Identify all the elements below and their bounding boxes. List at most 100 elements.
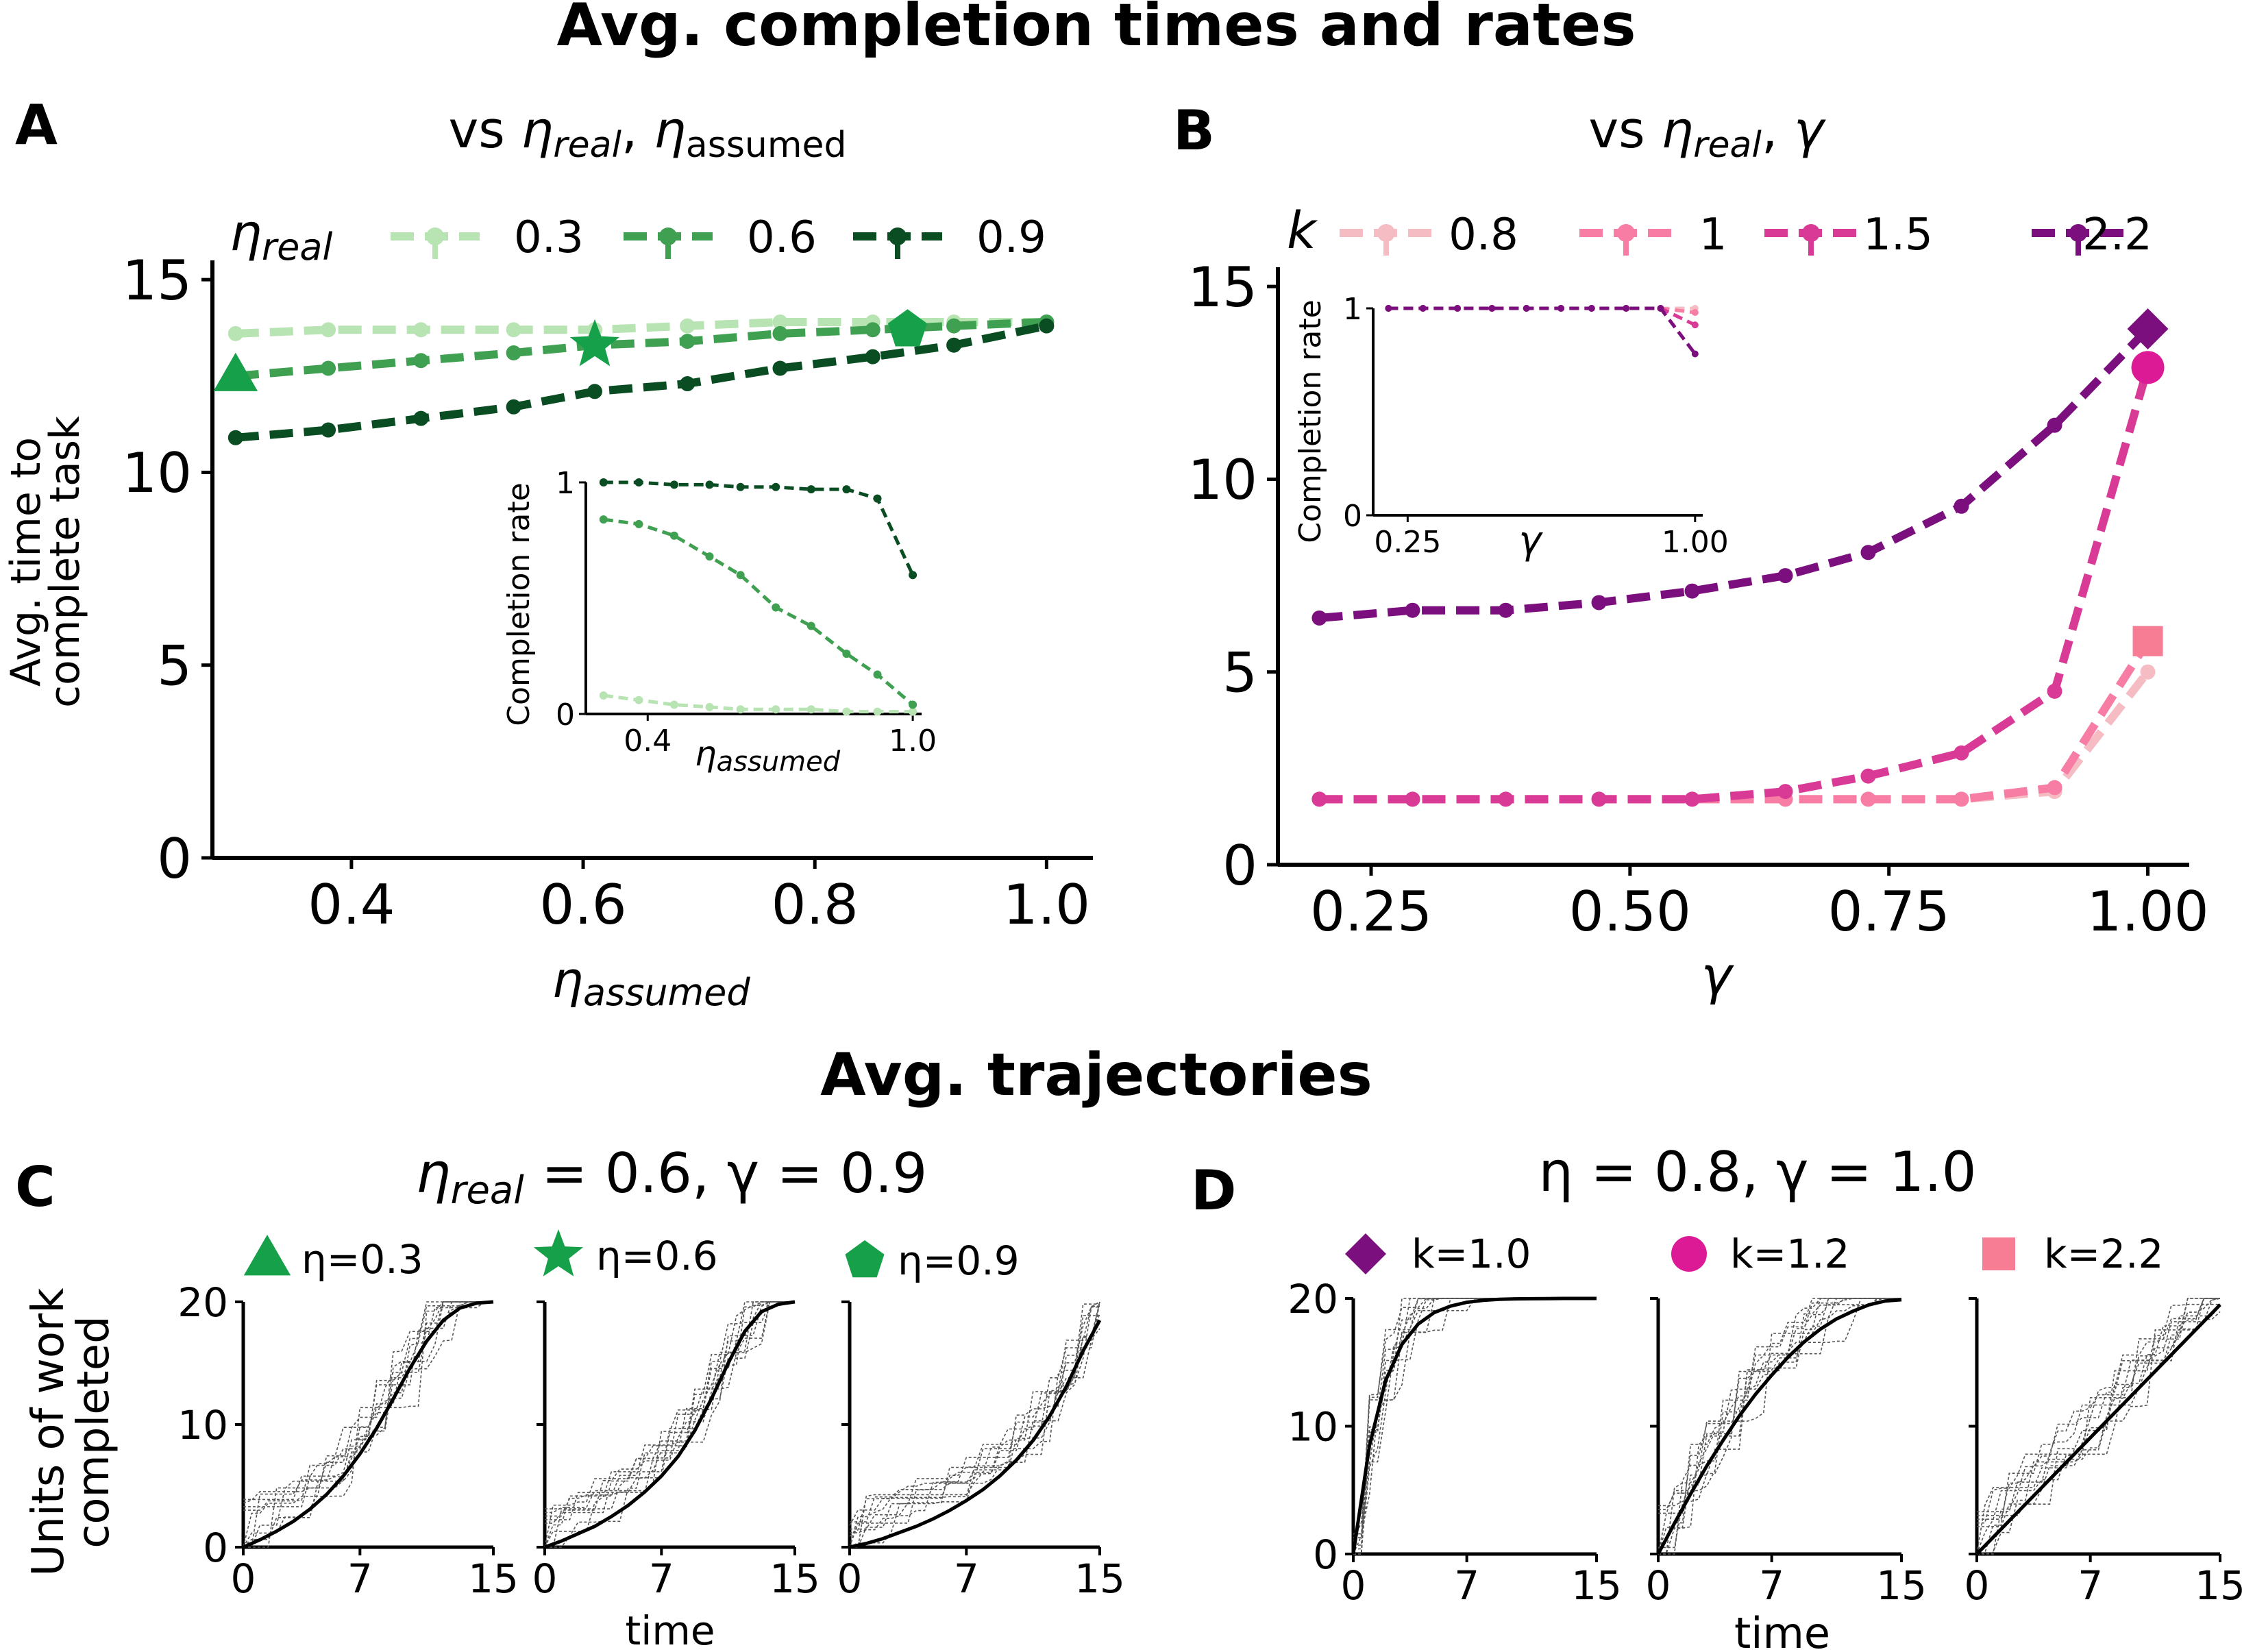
panel-d-title: η = 0.8, γ = 1.0	[1538, 1140, 1976, 1204]
panel-b-series-1-point	[1860, 791, 1876, 807]
panel-c-subplot-1-xtick-label: 7	[347, 1555, 373, 1602]
panel-c-subplot-3-trajectory	[849, 1301, 1100, 1548]
panel-a-series-0.6-point	[680, 334, 695, 349]
panel-d-subplot-3-trajectory	[1977, 1303, 2221, 1555]
panel-c-title-eta: η	[416, 1142, 451, 1205]
panel-d-legend-diamond-marker	[1345, 1233, 1386, 1274]
panel-a-inset-series-0.9-point	[705, 480, 714, 489]
panel-b-xtick-label: 0.50	[1569, 880, 1691, 944]
panel-a-series-0.9-point	[680, 376, 695, 392]
panel-b-xtick-label: 1.00	[2086, 880, 2208, 944]
panel-b-ytick-label: 15	[1187, 256, 1257, 319]
panel-c-subplot-3-trajectory	[849, 1315, 1100, 1548]
panel-d-subplot-3-trajectory	[1977, 1298, 2220, 1555]
panel-b-series-2.2-point	[1684, 583, 1700, 599]
panel-a-series-0.6-point	[506, 345, 521, 361]
panel-a-inset-series-0.9-point	[842, 485, 851, 494]
panel-c-subplot-2-trajectory	[544, 1301, 795, 1548]
panel-b-inset-series-2.2-point	[1657, 305, 1664, 312]
panel-a-series-0.3-point	[413, 322, 429, 338]
panel-c-subplot-3-trajectory	[850, 1303, 1100, 1533]
panel-c-subplot-1-xtick-label: 0	[231, 1555, 256, 1602]
panel-c-subplot-1-trajectory	[243, 1301, 493, 1548]
panel-a-series-0.9-point	[946, 337, 962, 353]
panel-a-ylabel-line2: complete task	[41, 416, 89, 708]
panel-b-series-1.5-point	[1498, 791, 1514, 807]
panel-b-series-2.2-point	[1777, 568, 1793, 584]
panel-b-legend-label-0.8: 0.8	[1449, 210, 1518, 260]
panel-b-inset-xtick-label: 0.25	[1374, 525, 1441, 560]
panel-d-legend-label-2: k=1.2	[1730, 1231, 1849, 1277]
panel-a-inset-series-0.3-point	[599, 691, 608, 700]
panel-c-subplot-3-xtick-label: 15	[1074, 1555, 1125, 1602]
panel-a-inset-series-0.6-point	[736, 571, 745, 580]
panel-c-subplot-2-xtick-label: 15	[769, 1555, 820, 1602]
panel-a-inset-series-0.6-point	[772, 603, 780, 612]
panel-a-inset-series-0.9-point	[599, 478, 608, 486]
panel-b-series-1-point	[1954, 791, 1969, 807]
panel-d-legend-label-1: k=1.0	[1412, 1231, 1531, 1277]
panel-c-legend: η=0.3 η=0.6 η=0.9	[243, 1229, 1020, 1284]
panel-d-subplot-2-trajectory	[1658, 1298, 1901, 1555]
panel-c-subplot-1-trajectory	[243, 1301, 493, 1548]
panel-c-ylabel-line2: completed	[69, 1316, 119, 1549]
panel-a-ytick-label: 10	[122, 441, 192, 505]
panel-a-ytick-label: 15	[122, 249, 192, 312]
panel-c-subplot-2-trajectory	[544, 1301, 795, 1548]
panel-d-subplot-1-ytick-label: 0	[1313, 1531, 1338, 1578]
panel-c-subplot-3-trajectory	[850, 1328, 1100, 1530]
panel-c-subplot-2-trajectory	[545, 1301, 795, 1520]
panel-d-subplot-1-xtick-label: 0	[1341, 1562, 1366, 1609]
panel-d-xlabel: time	[1734, 1608, 1830, 1652]
panel-a-series-0.9-point	[587, 384, 602, 399]
panel-c-subplot-1-ytick-label: 10	[177, 1402, 228, 1448]
panel-a-inset-series-0.6-point	[909, 700, 917, 709]
panel-c-subplot-3-mean-line	[849, 1319, 1102, 1549]
panel-d-subplot-2-trajectory	[1658, 1298, 1901, 1552]
panel-d-subplots: 0 7 15 0 10 20 0 7 15 0 7 15	[1288, 1276, 2242, 1609]
panel-b-series-1.5-point	[1777, 784, 1793, 800]
panel-c-subplot-3-trajectory	[850, 1301, 1100, 1548]
panel-d-subplot-3-mean-line	[1975, 1303, 2221, 1555]
panel-a-inset-series-0.6-point	[842, 650, 851, 658]
panel-b-inset-xtick-label: 1.00	[1662, 525, 1729, 560]
panel-b-xlabel: γ	[1701, 945, 1735, 1006]
panel-a-series-0.9-point	[506, 399, 521, 415]
panel-b-inset-ylabel: Completion rate	[1293, 299, 1328, 543]
panel-c-subplot-2-trajectory	[545, 1301, 795, 1509]
panel-d-subplot-3-xtick-label: 0	[1964, 1562, 1990, 1609]
panel-b-inset-series-1-point	[1691, 309, 1699, 317]
panel-a-series-0.9-point	[227, 430, 243, 445]
panel-b-series-1.5-point	[1591, 791, 1607, 807]
panel-b-series-0.8-line	[1319, 669, 2152, 804]
panel-b-legend-title: k	[1287, 201, 1318, 260]
panel-a-legend: 0.3 0.6 0.9	[391, 212, 1046, 263]
panel-a-inset-series-0.6-point	[705, 552, 714, 561]
panel-a-series-0.9-point	[1039, 318, 1055, 334]
panel-c-ylabel-line1: Units of work	[23, 1288, 74, 1577]
panel-c-legend-label-1: η=0.3	[301, 1236, 423, 1283]
panel-c-subplot-1-mean-line	[242, 1300, 494, 1549]
panel-d-subplot-3-trajectory	[1976, 1311, 2221, 1555]
panel-letter-c: C	[15, 1155, 56, 1219]
panel-d-subplot-1-trajectory	[1353, 1298, 1597, 1555]
panel-a-title-prefix: vs	[448, 101, 521, 160]
panel-c-subplot-1-trajectory	[243, 1301, 493, 1548]
panel-c-subplot-3-trajectory	[849, 1305, 1100, 1526]
panel-a-series-0.9-line	[235, 321, 1048, 442]
panel-b-inset-series-2.2-point	[1454, 305, 1462, 312]
panel-a-xlabel-sub: assumed	[583, 971, 750, 1014]
panel-b-inset-series-2.2-point	[1488, 305, 1496, 312]
panel-b-xtick-label: 0.75	[1828, 880, 1950, 944]
panel-a-series-0.6-line	[235, 318, 1047, 380]
panel-d-subplot-1-trajectory	[1353, 1298, 1597, 1538]
panel-b-title-prefix: vs	[1588, 101, 1661, 160]
panel-b-title: vs ηreal, γ	[1588, 101, 1827, 166]
panel-a-series-0.3-point	[506, 322, 521, 338]
panel-c-legend-triangle-marker	[243, 1235, 291, 1276]
panel-a-inset-series-0.3-point	[736, 705, 745, 714]
panel-a-series-0.3-point	[680, 318, 695, 334]
panel-a-inset-xtick-label: 0.4	[624, 724, 672, 759]
